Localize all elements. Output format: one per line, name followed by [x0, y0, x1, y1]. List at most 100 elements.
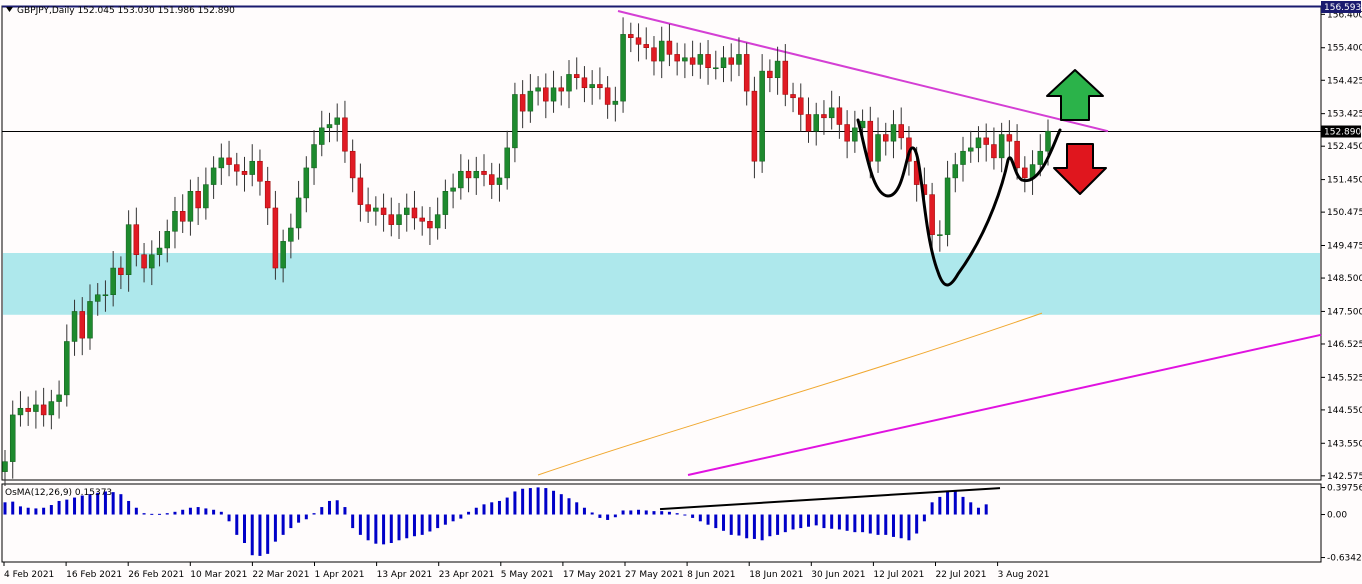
- osma-bar: [822, 514, 826, 529]
- bull-candle-body: [149, 254, 155, 269]
- osma-bar: [706, 514, 710, 525]
- bear-candle-body: [1014, 140, 1020, 169]
- bear-candle-body: [419, 217, 425, 222]
- candle: [172, 196, 178, 249]
- oscillator-title: OsMA(12,26,9) 0.15373: [5, 488, 112, 498]
- candle: [33, 390, 39, 429]
- bear-candle-body: [365, 204, 371, 212]
- candle: [257, 149, 263, 196]
- bear-candle-body: [821, 114, 827, 119]
- candle: [473, 156, 480, 195]
- osma-bar: [806, 514, 810, 527]
- candle: [543, 73, 549, 119]
- price-tick-label: 143.550: [1327, 439, 1362, 449]
- candle: [195, 176, 201, 225]
- bear-candle-body: [558, 87, 565, 92]
- osma-bar: [3, 502, 7, 515]
- osma-bar: [436, 514, 440, 529]
- osma-bar: [443, 514, 447, 525]
- bull-candle-body: [71, 311, 78, 342]
- bull-candle-body: [396, 214, 402, 225]
- osma-bar: [490, 502, 494, 515]
- moving-average-line: [537, 312, 1043, 476]
- candle: [94, 283, 101, 316]
- candle: [149, 240, 155, 286]
- candle: [9, 400, 16, 479]
- candle: [481, 154, 487, 187]
- osma-bar: [382, 514, 386, 545]
- osma-bar: [428, 514, 432, 532]
- osma-bar: [961, 496, 965, 515]
- candle: [334, 103, 340, 142]
- osma-bar: [683, 514, 687, 516]
- osma-bar: [652, 511, 656, 515]
- price-tick-label: 142.575: [1327, 472, 1362, 482]
- candle: [952, 152, 959, 193]
- bull-candle-body: [326, 124, 333, 129]
- osma-bar: [127, 500, 131, 515]
- osma-bar: [799, 514, 803, 529]
- candle: [56, 380, 62, 419]
- osma-bar: [335, 500, 339, 515]
- bear-candle-body: [411, 207, 418, 219]
- candle: [380, 193, 387, 232]
- candle: [751, 76, 758, 179]
- up-arrow-icon: [1046, 69, 1104, 121]
- osma-bar: [150, 513, 154, 515]
- bull-candle-body: [828, 107, 835, 119]
- candle: [102, 280, 109, 312]
- bear-candle-body: [767, 70, 773, 79]
- candle: [635, 23, 642, 62]
- osma-bar: [976, 507, 980, 515]
- osma-bar: [922, 514, 926, 522]
- bear-candle-body: [674, 54, 680, 62]
- osma-bar: [567, 498, 571, 515]
- osma-bar: [88, 494, 92, 515]
- date-label: 18 Jun 2021: [749, 570, 803, 580]
- bull-candle-body: [774, 60, 781, 79]
- osma-bar: [783, 514, 787, 533]
- bull-candle-body: [697, 54, 704, 65]
- current-price-box: [1321, 125, 1361, 138]
- candle: [133, 207, 140, 267]
- candle: [705, 40, 711, 85]
- bear-candle-body: [883, 134, 889, 142]
- price-tick-label: 149.475: [1327, 242, 1362, 252]
- date-label: 27 May 2021: [625, 570, 684, 580]
- bear-candle-body: [133, 224, 140, 255]
- candle: [249, 144, 255, 187]
- osma-bar: [536, 487, 540, 515]
- date-label: 10 Mar 2021: [190, 570, 247, 580]
- osma-bar: [412, 514, 416, 537]
- bull-candle-body: [944, 177, 951, 235]
- chart-title: GBPJPY,Daily 152.045 153.030 151.986 152…: [17, 6, 235, 16]
- bull-candle-body: [450, 187, 456, 192]
- bull-candle-body: [736, 54, 742, 65]
- osma-bar: [397, 514, 401, 541]
- osma-bar: [722, 514, 726, 531]
- osma-bar: [405, 514, 409, 539]
- bear-candle-body: [481, 170, 487, 175]
- bear-candle-body: [357, 177, 364, 205]
- candle: [187, 179, 194, 236]
- bull-candle-body: [48, 401, 55, 416]
- osma-bar: [745, 514, 749, 539]
- osma-bar: [938, 496, 942, 515]
- candle: [357, 163, 364, 222]
- bear-candle-body: [40, 404, 47, 416]
- bear-candle-body: [743, 54, 750, 92]
- osma-bar: [737, 514, 741, 536]
- candle: [303, 156, 310, 213]
- candle: [288, 213, 294, 259]
- osma-bar: [613, 514, 617, 518]
- osma-bar: [660, 511, 664, 515]
- candle: [620, 17, 626, 113]
- osma-bar: [304, 514, 308, 520]
- candle: [759, 54, 765, 173]
- candle: [48, 389, 55, 430]
- bull-candle-body: [102, 294, 109, 296]
- osma-bar: [374, 514, 378, 544]
- axes: 156.400 155.400 154.425 153.425 152.450 151.4…: [3, 1, 1362, 580]
- bear-candle-body: [519, 94, 526, 112]
- osma-bar: [65, 499, 69, 515]
